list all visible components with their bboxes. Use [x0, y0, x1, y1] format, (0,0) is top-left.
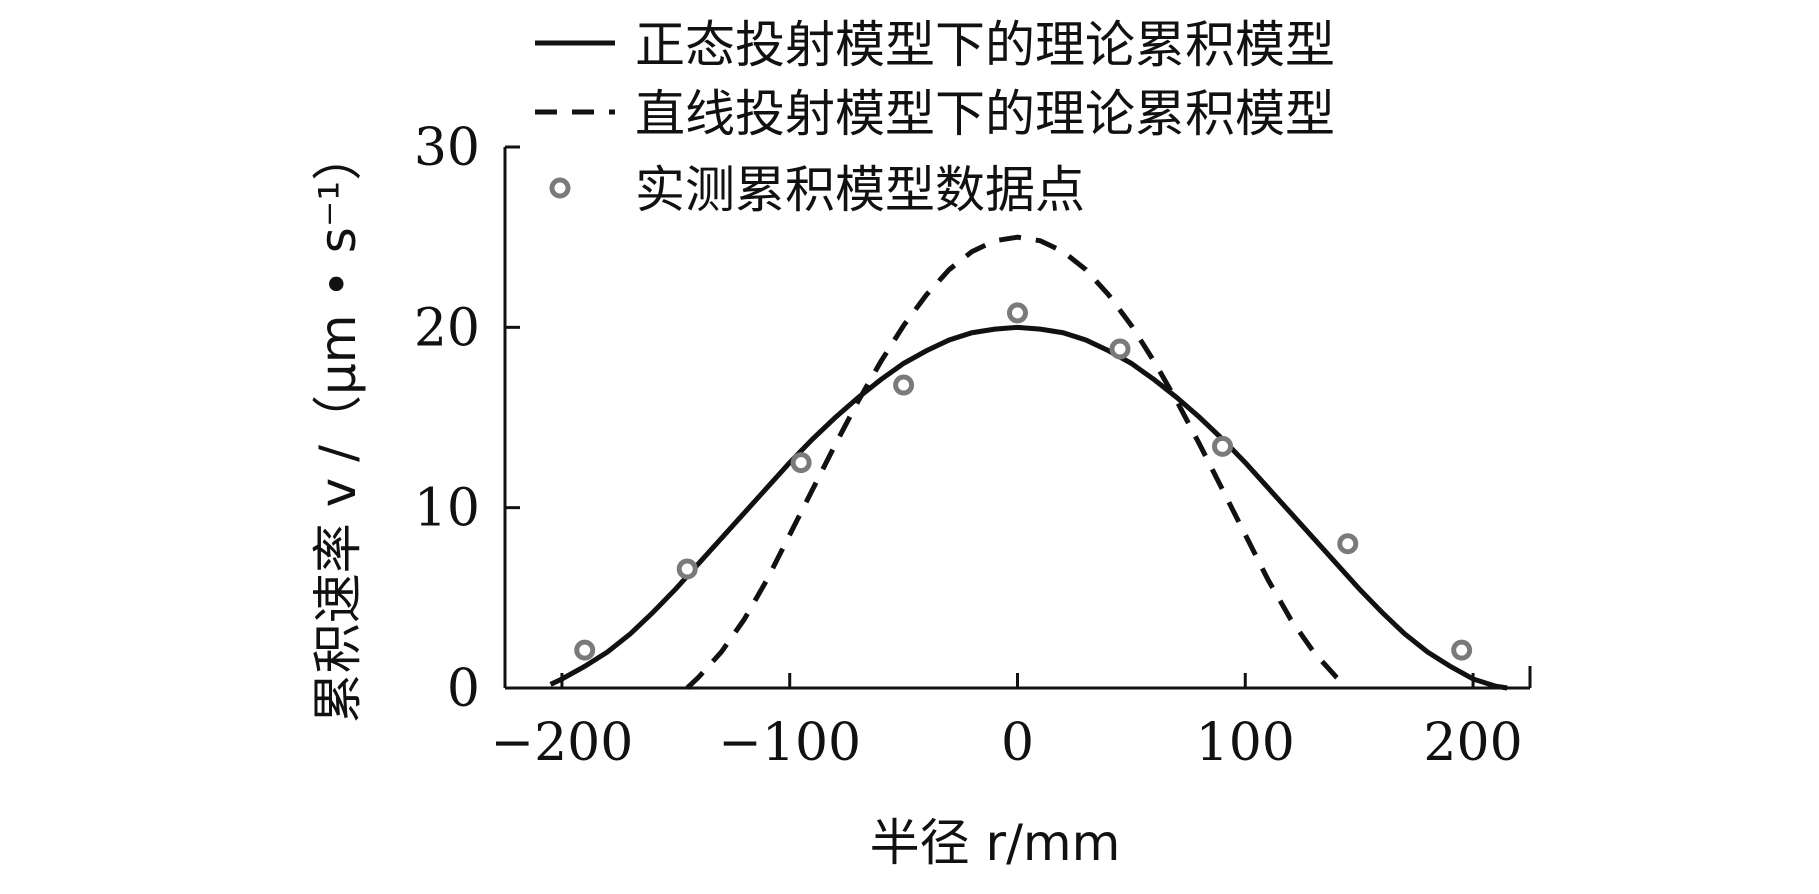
- y-tick-label: 10: [414, 479, 480, 539]
- y-tick-label: 30: [414, 118, 480, 178]
- axes: 0 10 20 30 −200 −100 0 100 200: [414, 118, 1532, 773]
- y-axis-title: 累积速率 v /（μm • s⁻¹）: [309, 131, 367, 724]
- measured-data-point: [676, 558, 698, 580]
- series-line-solid: [549, 324, 1508, 691]
- x-tick-label: 0: [1001, 713, 1034, 773]
- measured-data-point: [1109, 338, 1131, 360]
- legend: 正态投射模型下的理论累积模型 直线投射模型下的理论累积模型 实测累积模型数据点: [535, 16, 1335, 219]
- measured-data-point: [574, 639, 596, 661]
- x-tick-label: 200: [1423, 713, 1522, 773]
- series-layer: [549, 234, 1508, 691]
- x-tick-label: −100: [718, 713, 861, 773]
- x-tick-label: 100: [1196, 713, 1295, 773]
- measured-data-point: [1451, 639, 1473, 661]
- y-tick-label: 20: [414, 298, 480, 358]
- measured-data-point: [1007, 302, 1028, 324]
- y-tick-label: 0: [447, 659, 480, 719]
- x-axis-title: 半径 r/mm: [870, 814, 1121, 872]
- legend-label-markers: 实测累积模型数据点: [635, 161, 1085, 219]
- legend-label-dashed: 直线投射模型下的理论累积模型: [635, 85, 1335, 143]
- legend-marker-sample: [549, 177, 571, 199]
- legend-label-solid: 正态投射模型下的理论累积模型: [635, 16, 1335, 74]
- x-tick-label: −200: [491, 713, 634, 773]
- measured-data-point: [1337, 533, 1359, 555]
- measured-data-point: [1212, 435, 1233, 457]
- measured-data-point: [790, 452, 812, 474]
- series-line-dashed: [685, 234, 1350, 690]
- measured-data-point: [893, 374, 915, 396]
